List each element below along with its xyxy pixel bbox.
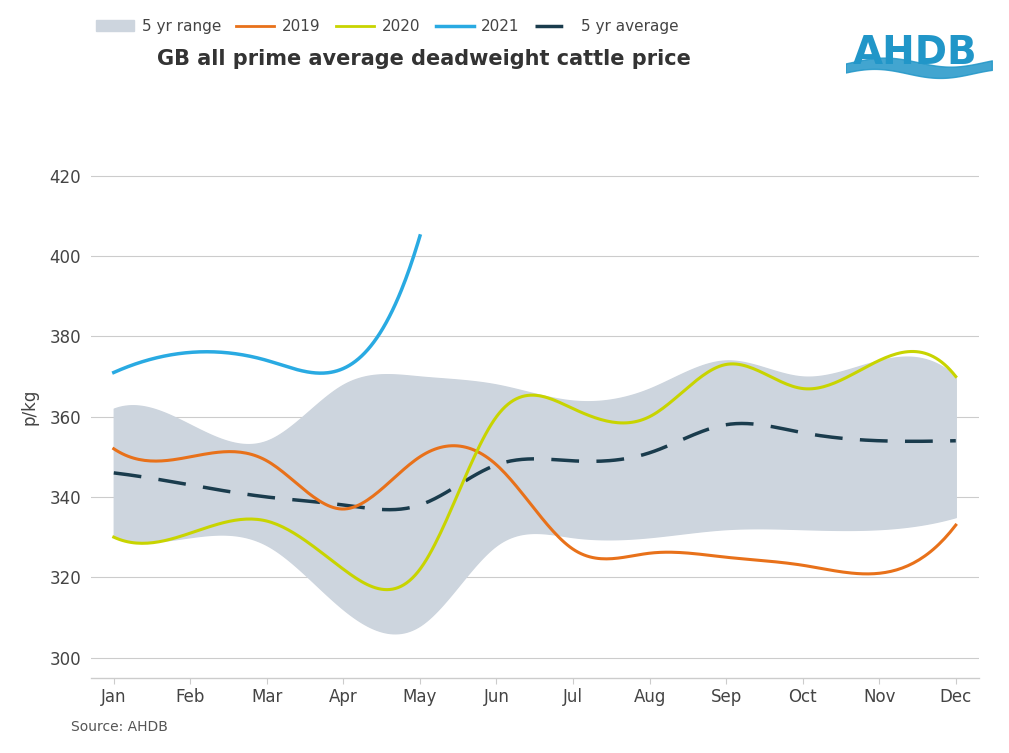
Text: Source: AHDB: Source: AHDB xyxy=(71,720,167,734)
Text: GB all prime average deadweight cattle price: GB all prime average deadweight cattle p… xyxy=(156,49,691,69)
Y-axis label: p/kg: p/kg xyxy=(20,389,38,425)
Legend: 5 yr range, 2019, 2020, 2021, 5 yr average: 5 yr range, 2019, 2020, 2021, 5 yr avera… xyxy=(90,13,685,40)
Text: AHDB: AHDB xyxy=(853,34,978,72)
